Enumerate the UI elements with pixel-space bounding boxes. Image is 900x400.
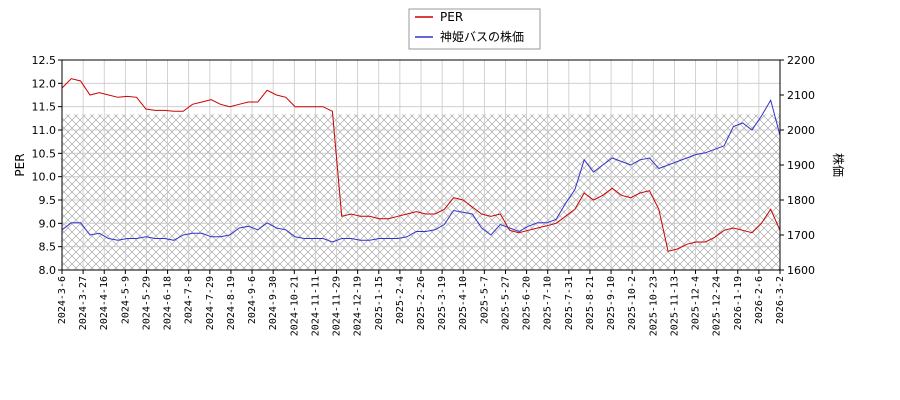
right-tick-label: 1800	[787, 194, 815, 207]
x-tick-label: 2024-5-9	[120, 276, 131, 324]
left-tick-label: 10.5	[32, 147, 57, 160]
x-tick-label: 2025-12-24	[712, 276, 723, 336]
x-tick-label: 2024-6-18	[163, 276, 174, 330]
right-tick-label: 2200	[787, 54, 815, 67]
legend-box	[408, 8, 541, 50]
x-tick-label: 2025-10-2	[627, 276, 638, 330]
left-tick-label: 11.5	[32, 101, 57, 114]
left-tick-label: 8.5	[39, 241, 57, 254]
x-tick-label: 2025-4-10	[458, 276, 469, 330]
x-tick-label: 2024-8-19	[226, 276, 237, 330]
x-tick-label: 2024-11-29	[332, 276, 343, 336]
right-axis-label: 株価	[831, 153, 846, 177]
left-tick-label: 11.0	[32, 124, 57, 137]
x-tick-label: 2025-2-4	[395, 276, 406, 324]
x-tick-label: 2026-2-6	[754, 276, 765, 324]
x-tick-label: 2025-10-23	[648, 276, 659, 336]
left-axis-label: PER	[13, 153, 27, 176]
x-tick-label: 2025-9-10	[606, 276, 617, 330]
left-tick-label: 9.5	[39, 194, 57, 207]
right-tick-label: 2000	[787, 124, 815, 137]
x-tick-label: 2025-5-7	[479, 276, 490, 324]
x-tick-label: 2026-3-2	[775, 276, 786, 324]
left-tick-label: 8.0	[39, 264, 57, 277]
x-tick-label: 2024-7-29	[205, 276, 216, 330]
x-tick-label: 2024-3-6	[57, 276, 68, 324]
x-tick-label: 2025-7-31	[564, 276, 575, 330]
x-tick-label: 2025-8-21	[585, 276, 596, 330]
right-tick-label: 2100	[787, 89, 815, 102]
right-tick-label: 1900	[787, 159, 815, 172]
x-tick-label: 2025-7-10	[543, 276, 554, 330]
x-tick-label: 2024-12-19	[353, 276, 364, 336]
x-tick-label: 2024-3-27	[78, 276, 89, 330]
x-tick-label: 2024-5-29	[141, 276, 152, 330]
left-tick-label: 10.0	[32, 171, 57, 184]
x-tick-label: 2024-9-30	[268, 276, 279, 330]
x-tick-label: 2024-10-21	[289, 276, 300, 336]
legend: PER 神姫バスの株価	[408, 8, 541, 50]
x-tick-label: 2025-11-13	[669, 276, 680, 336]
x-tick-label: 2025-1-15	[374, 276, 385, 330]
left-tick-label: 12.0	[32, 77, 57, 90]
right-tick-label: 1600	[787, 264, 815, 277]
left-tick-label: 12.5	[32, 54, 57, 67]
per-series-line	[61, 78, 781, 252]
x-tick-label: 2025-12-4	[691, 276, 702, 330]
x-tick-label: 2026-1-19	[733, 276, 744, 330]
legend-label-per: PER	[440, 10, 463, 24]
x-tick-label: 2024-7-8	[184, 276, 195, 324]
left-tick-label: 9.0	[39, 217, 57, 230]
x-tick-label: 2024-11-11	[310, 276, 321, 336]
right-tick-label: 1700	[787, 229, 815, 242]
legend-label-price: 神姫バスの株価	[440, 29, 524, 44]
x-tick-label: 2024-4-16	[99, 276, 110, 330]
x-tick-label: 2025-2-26	[416, 276, 427, 330]
x-tick-label: 2025-6-20	[522, 276, 533, 330]
x-tick-label: 2025-3-19	[437, 276, 448, 330]
x-tick-label: 2024-9-6	[247, 276, 258, 324]
x-tick-label: 2025-5-27	[500, 276, 511, 330]
price-series-line	[61, 99, 781, 243]
